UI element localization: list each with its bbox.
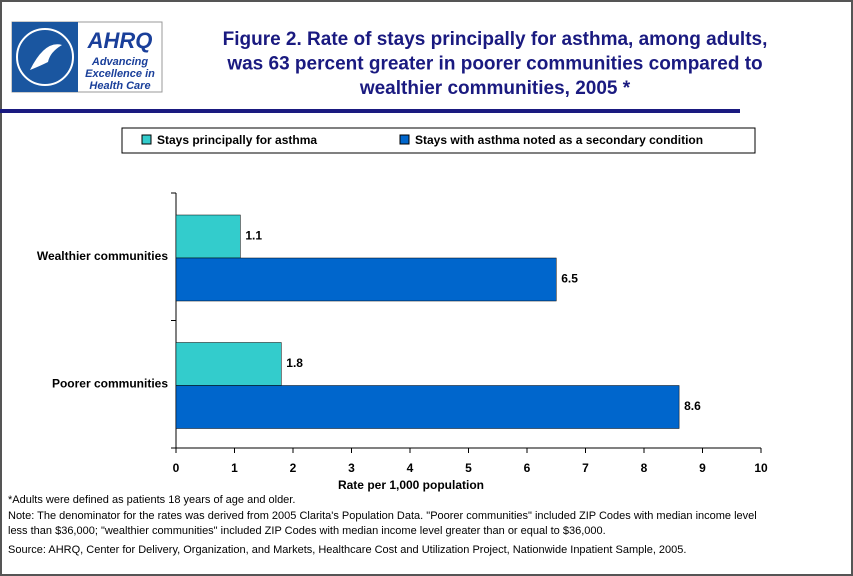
x-tick-label: 9	[699, 461, 706, 475]
x-tick-label: 4	[407, 461, 414, 475]
x-axis-label: Rate per 1,000 population	[338, 478, 484, 492]
legend	[121, 127, 756, 154]
value-label: 1.8	[286, 356, 303, 370]
footnote: Source: AHRQ, Center for Delivery, Organ…	[8, 544, 686, 556]
logo-tagline: Excellence in	[85, 68, 155, 80]
logo: AHRQ	[11, 21, 163, 93]
x-tick-label: 5	[465, 461, 472, 475]
logo-tagline: Advancing	[91, 56, 149, 68]
chart-title: wealthier communities, 2005 *	[359, 78, 631, 99]
logo-name: AHRQ	[87, 28, 153, 53]
seal-eagle	[30, 44, 62, 70]
legend-label: Stays principally for asthma	[157, 133, 317, 147]
x-tick-label: 1	[231, 461, 238, 475]
value-label: 8.6	[684, 399, 701, 413]
x-tick-label: 0	[173, 461, 180, 475]
legend-label: Stays with asthma noted as a secondary c…	[415, 133, 703, 147]
legend-swatch	[141, 134, 152, 145]
x-tick-label: 7	[582, 461, 589, 475]
y-tick-label: Wealthier communities	[37, 249, 168, 263]
value-label: 6.5	[561, 272, 578, 286]
legend-swatch	[399, 134, 410, 145]
y-tick-label: Poorer communities	[52, 376, 168, 390]
x-tick-label: 6	[524, 461, 531, 475]
footnote: *Adults were defined as patients 18 year…	[8, 494, 295, 506]
footnote: Note: The denominator for the rates was …	[8, 510, 757, 522]
logo-tagline: Health Care	[89, 80, 150, 92]
bar	[175, 385, 680, 429]
x-tick-label: 3	[348, 461, 355, 475]
x-tick-label: 2	[290, 461, 297, 475]
value-label: 1.1	[245, 229, 262, 243]
bar	[175, 257, 557, 302]
x-tick-label: 10	[754, 461, 768, 475]
bar	[175, 214, 241, 259]
chart-title: was 63 percent greater in poorer communi…	[226, 54, 762, 75]
footnote: less than $36,000; "wealthier communitie…	[8, 525, 606, 537]
bar	[175, 342, 282, 386]
seal	[16, 28, 74, 86]
chart-title: Figure 2. Rate of stays principally for …	[223, 29, 768, 50]
x-tick-label: 8	[641, 461, 648, 475]
